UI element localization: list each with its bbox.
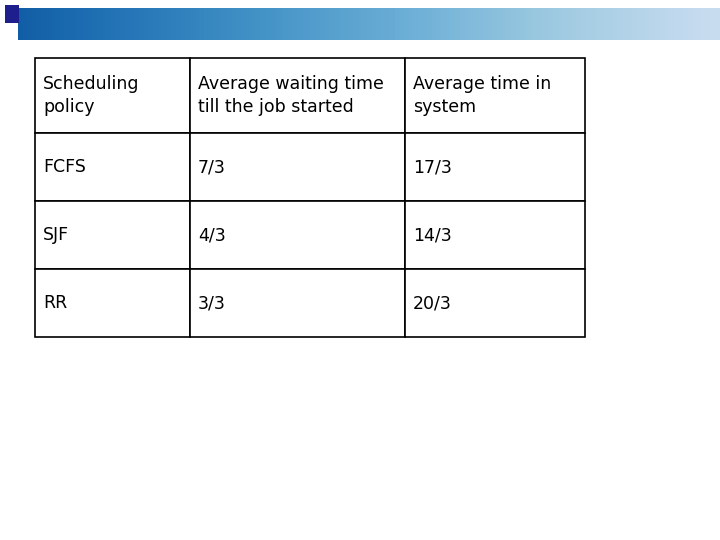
- Bar: [405, 269, 585, 337]
- Text: Average time in
system: Average time in system: [413, 76, 552, 116]
- Bar: [35, 133, 190, 201]
- Text: 7/3: 7/3: [198, 158, 226, 176]
- Text: RR: RR: [43, 294, 67, 312]
- Text: Scheduling
policy: Scheduling policy: [43, 76, 140, 116]
- Text: FCFS: FCFS: [43, 158, 86, 176]
- Bar: [35, 58, 190, 133]
- Bar: [190, 133, 405, 201]
- Text: SJF: SJF: [43, 226, 69, 244]
- Text: 4/3: 4/3: [198, 226, 226, 244]
- Bar: [405, 133, 585, 201]
- Bar: [405, 201, 585, 269]
- Bar: [35, 201, 190, 269]
- Bar: [190, 58, 405, 133]
- Bar: [190, 201, 405, 269]
- Text: 20/3: 20/3: [413, 294, 452, 312]
- Text: 17/3: 17/3: [413, 158, 452, 176]
- Bar: [405, 58, 585, 133]
- Bar: [5, 5, 19, 23]
- Bar: [190, 269, 405, 337]
- Text: Average waiting time
till the job started: Average waiting time till the job starte…: [198, 76, 384, 116]
- Text: 3/3: 3/3: [198, 294, 226, 312]
- Text: 14/3: 14/3: [413, 226, 451, 244]
- Bar: [35, 269, 190, 337]
